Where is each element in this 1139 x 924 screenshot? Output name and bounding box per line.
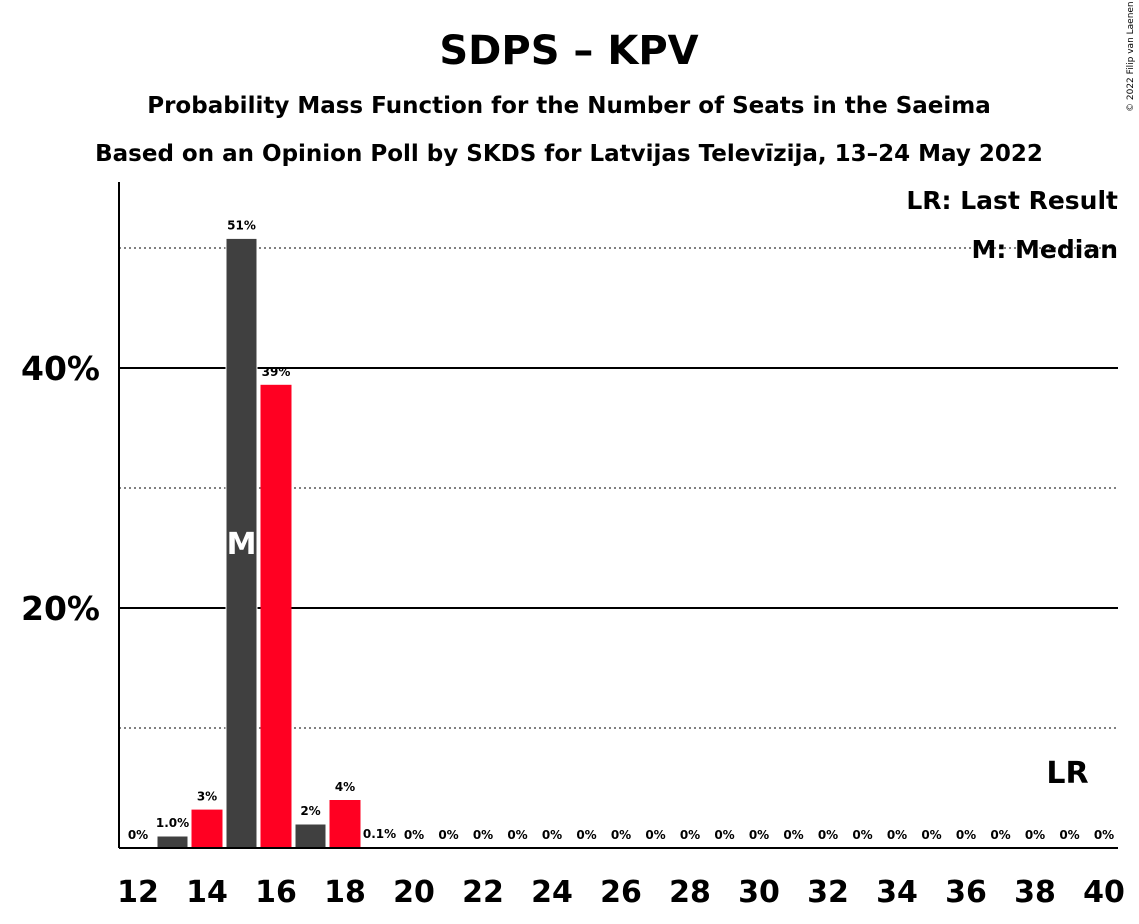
bar-16 [260, 384, 292, 848]
bar-label-21: 0% [438, 828, 458, 842]
bar-label-24: 0% [542, 828, 562, 842]
bar-label-40: 0% [1094, 828, 1114, 842]
x-tick-label: 16 [255, 875, 297, 910]
bar-label-37: 0% [990, 828, 1010, 842]
y-tick-label: 20% [21, 589, 100, 628]
bar-label-39: 0% [1059, 828, 1079, 842]
x-tick-label: 14 [186, 875, 228, 910]
bar-15 [225, 237, 258, 849]
x-tick-label: 40 [1083, 875, 1125, 910]
x-tick-label: 36 [945, 875, 987, 910]
bars [156, 237, 396, 849]
bar-label-28: 0% [680, 828, 700, 842]
chart-title: SDPS – KPV [439, 28, 698, 74]
bar-18 [329, 800, 361, 848]
last-result-marker: LR [1046, 756, 1088, 791]
bar-label-19: 0.1% [363, 827, 396, 841]
x-tick-label: 20 [393, 875, 435, 910]
bar-label-18: 4% [335, 780, 355, 794]
y-tick-labels: 20% 40% [21, 349, 100, 628]
bar-label-16: 39% [262, 365, 291, 379]
bar-label-15: 51% [227, 218, 256, 232]
bar-label-13: 1.0% [156, 816, 189, 830]
bar-label-17: 2% [300, 804, 320, 818]
x-tick-label: 34 [876, 875, 918, 910]
y-tick-label: 40% [21, 349, 100, 388]
x-tick-label: 18 [324, 875, 366, 910]
bar-label-22: 0% [473, 828, 493, 842]
bar-label-12: 0% [128, 828, 148, 842]
x-tick-labels: 12 14 16 18 20 22 24 26 28 30 32 34 36 38 40 [117, 875, 1125, 910]
x-tick-label: 30 [738, 875, 780, 910]
x-tick-label: 24 [531, 875, 573, 910]
bar-label-20: 0% [404, 828, 424, 842]
bar-label-34: 0% [887, 828, 907, 842]
x-tick-label: 32 [807, 875, 849, 910]
bar-label-32: 0% [818, 828, 838, 842]
bar-label-35: 0% [921, 828, 941, 842]
bar-labels: 0% 1.0% 3% 51% 39% 2% 4% 0.1% 0% 0% 0% 0% 0% 0% 0% 0% 0%… [128, 218, 1114, 842]
bar-label-27: 0% [645, 828, 665, 842]
x-tick-label: 22 [462, 875, 504, 910]
bar-label-30: 0% [749, 828, 769, 842]
legend-last-result: LR: Last Result [906, 186, 1118, 215]
bar-label-23: 0% [507, 828, 527, 842]
bar-label-14: 3% [197, 790, 217, 804]
bar-label-33: 0% [852, 828, 872, 842]
legend-median: M: Median [971, 235, 1118, 264]
x-tick-label: 38 [1014, 875, 1056, 910]
x-tick-label: 12 [117, 875, 159, 910]
bar-label-26: 0% [611, 828, 631, 842]
median-marker: M [227, 527, 257, 562]
bar-label-36: 0% [956, 828, 976, 842]
bar-13 [156, 835, 189, 849]
bar-17 [294, 823, 327, 849]
bar-label-31: 0% [783, 828, 803, 842]
bar-label-29: 0% [714, 828, 734, 842]
bar-14 [191, 809, 223, 848]
bar-label-25: 0% [576, 828, 596, 842]
bar-label-38: 0% [1025, 828, 1045, 842]
x-tick-label: 26 [600, 875, 642, 910]
chart-subtitle: Probability Mass Function for the Number… [147, 93, 991, 119]
x-tick-label: 28 [669, 875, 711, 910]
chart-subtitle-2: Based on an Opinion Poll by SKDS for Lat… [95, 141, 1043, 167]
copyright: © 2022 Filip van Laenen [1126, 1, 1136, 112]
